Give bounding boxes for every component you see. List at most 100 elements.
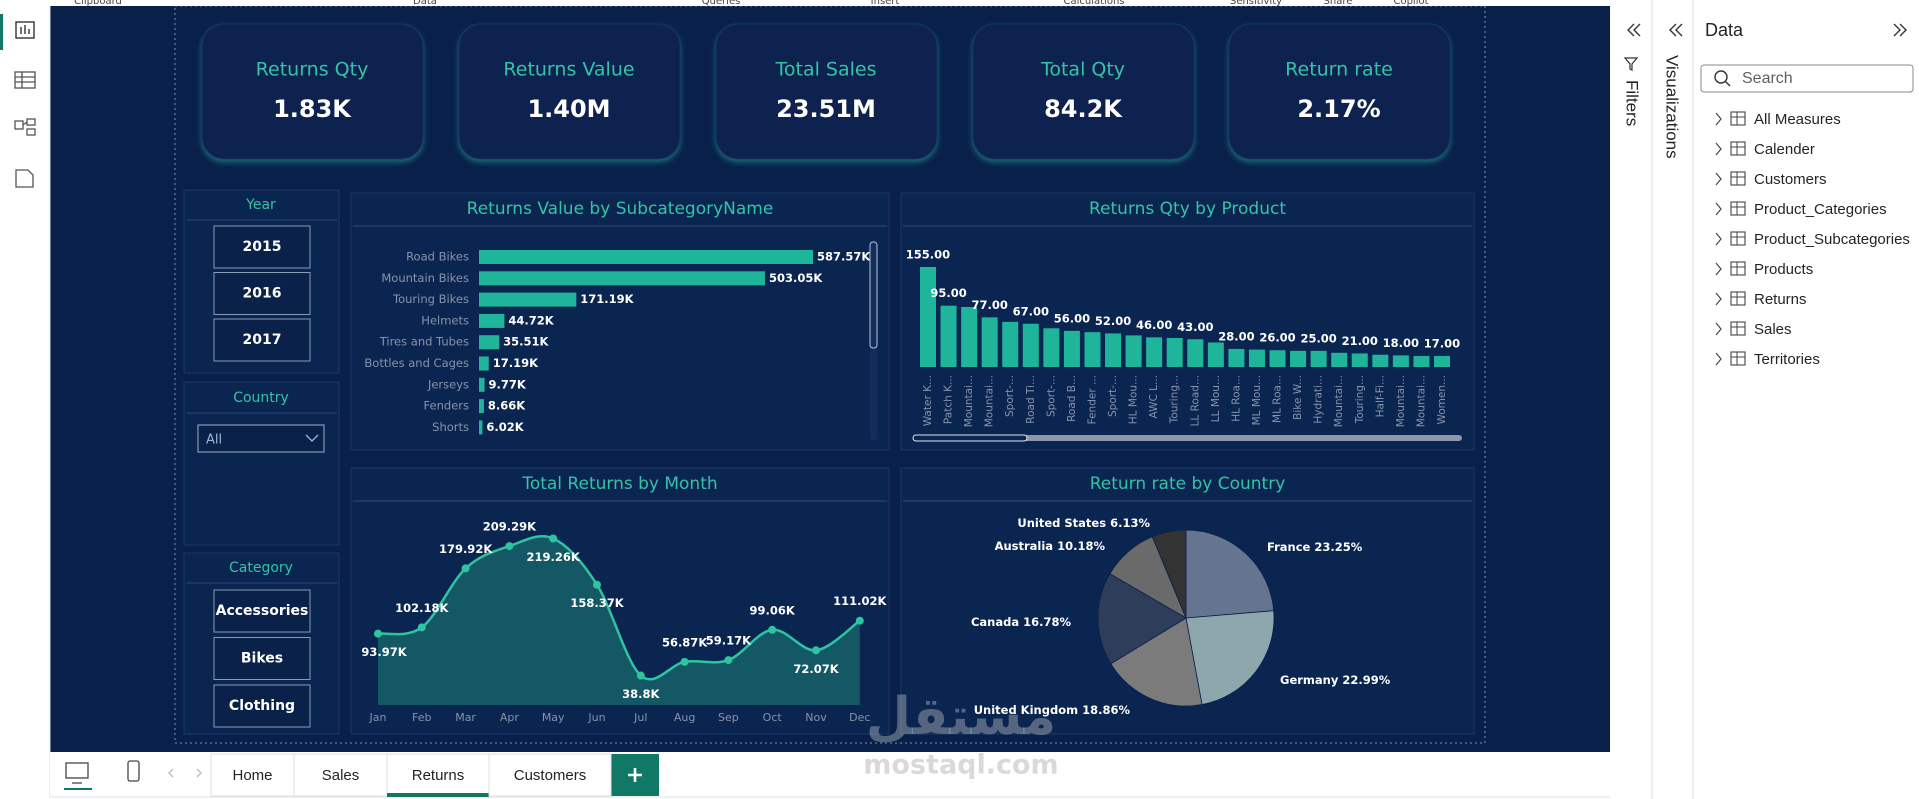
country-dropdown[interactable]: All	[197, 424, 325, 453]
ribbon-group-label: Insert	[871, 0, 900, 7]
table-view-icon[interactable]	[14, 71, 36, 89]
point	[812, 646, 820, 655]
data-table-item[interactable]: Customers	[1715, 171, 1827, 188]
area-fill	[378, 536, 860, 705]
data-table-name: All Measures	[1754, 111, 1841, 128]
visualizations-pane-title[interactable]: Visualizations	[1663, 55, 1682, 159]
dropdown-box[interactable]	[197, 424, 325, 453]
slicer-button-bg[interactable]	[213, 225, 311, 269]
scrollbar-thumb	[869, 241, 878, 349]
kpi-title: Returns Value	[503, 59, 634, 81]
x-tick-label: HL Roa...	[1230, 375, 1242, 422]
ribbon-strip	[0, 0, 1919, 6]
kpi-title: Total Sales	[775, 59, 877, 81]
slicer-button-bg[interactable]	[213, 589, 311, 633]
active-tab-indicator	[387, 793, 489, 797]
point	[768, 625, 777, 634]
ribbon-group-label: Data	[413, 0, 437, 7]
data-label: 77.00	[971, 298, 1007, 312]
point	[593, 580, 601, 589]
kpi-value: 1.40M	[527, 95, 610, 123]
pie-slice	[1110, 617, 1203, 707]
collapse-visualizations-icon[interactable]	[1669, 23, 1683, 37]
slicer-button[interactable]: Clothing	[213, 684, 311, 728]
slicer-button[interactable]: Accessories	[213, 589, 311, 633]
data-table-item[interactable]: Calender	[1715, 141, 1815, 158]
mobile-layout-icon[interactable]	[127, 760, 140, 782]
slicer-button-label: 2015	[243, 239, 282, 255]
slicer-button[interactable]: 2016	[213, 272, 311, 315]
slice-value: 16.78%	[1023, 615, 1071, 629]
expand-data-icon[interactable]	[1893, 23, 1907, 37]
slicer-button-bg[interactable]	[213, 318, 311, 362]
table-icon	[1730, 171, 1746, 186]
search-box[interactable]: Search	[1700, 64, 1914, 93]
data-label: 503.05K	[769, 271, 823, 285]
kpi-card: Total Qty 84.2K	[972, 23, 1195, 160]
tab-scroll-left[interactable]	[168, 768, 174, 778]
dax-view-icon[interactable]	[15, 169, 34, 188]
y-tick-label: Shorts	[432, 420, 469, 434]
point	[724, 656, 733, 665]
slicer-button-bg[interactable]	[213, 637, 311, 680]
data-label: 25.00	[1300, 331, 1336, 345]
page-tab-bg[interactable]	[488, 753, 612, 797]
data-label: 44.72K	[508, 313, 554, 327]
page-tab[interactable]: Customers	[488, 753, 612, 797]
data-label: 6.02K	[486, 420, 524, 434]
data-table-name: Product_Subcategories	[1754, 231, 1910, 248]
slicer-button-bg[interactable]	[213, 272, 311, 315]
add-page-button[interactable]	[611, 754, 659, 796]
data-label: 93.97K	[361, 645, 407, 659]
data-label: 56.87K	[662, 635, 708, 649]
data-table-item[interactable]: Product_Categories	[1715, 201, 1887, 218]
data-label: 102.18K	[395, 601, 449, 615]
pie-slice	[1151, 529, 1187, 619]
page-tab[interactable]: Home	[210, 753, 295, 797]
data-table-item[interactable]: Product_Subcategories	[1715, 231, 1910, 248]
data-label: 99.06K	[750, 603, 796, 617]
page-tab[interactable]: Sales	[293, 753, 388, 797]
data-label: 155.00	[906, 248, 950, 262]
point	[680, 657, 689, 666]
data-label: 43.00	[1177, 320, 1213, 334]
filters-pane-title[interactable]: Filters	[1623, 80, 1642, 126]
x-tick-label: Fender ...	[1086, 375, 1098, 424]
data-table-item[interactable]: All Measures	[1715, 111, 1841, 128]
report-view-icon[interactable]	[15, 21, 35, 39]
page-tab-label: Sales	[322, 767, 360, 784]
collapse-filters-icon[interactable]	[1627, 23, 1641, 37]
page-tab-label: Home	[232, 767, 272, 784]
page-tab[interactable]: Returns	[386, 753, 490, 797]
slicer-button[interactable]: Bikes	[213, 637, 311, 680]
data-table-item[interactable]: Products	[1715, 261, 1813, 278]
data-table-item[interactable]: Sales	[1715, 321, 1792, 338]
slice-label: United Kingdom 18.86%	[974, 703, 1131, 717]
search-input[interactable]	[1700, 64, 1914, 93]
data-label: 52.00	[1095, 314, 1131, 328]
data-label: 59.17K	[706, 634, 752, 648]
desktop-layout-icon[interactable]	[65, 762, 89, 784]
page-tab-bg[interactable]	[210, 753, 295, 797]
kpi-value: 2.17%	[1297, 95, 1380, 123]
slicer-button[interactable]: 2017	[213, 318, 311, 362]
country-slicer	[183, 381, 340, 546]
tab-scroll-right[interactable]	[196, 768, 202, 778]
side-panes	[1610, 0, 1919, 799]
page-tab-label: Customers	[514, 767, 587, 784]
ribbon-group-label: Share	[1324, 0, 1353, 7]
x-tick-label: Road B...	[1066, 375, 1078, 422]
point	[374, 629, 382, 638]
x-tick-label: Sport-...	[1045, 375, 1057, 417]
x-tick-label: Patch K...	[943, 375, 955, 424]
slicer-button-bg[interactable]	[213, 684, 311, 728]
slicer-button[interactable]: 2015	[213, 225, 311, 269]
x-tick-label: Dec	[849, 711, 870, 724]
x-tick-label: Mountai...	[963, 375, 975, 427]
data-table-item[interactable]: Territories	[1715, 351, 1820, 368]
model-view-icon[interactable]	[14, 118, 36, 136]
bar	[479, 313, 505, 328]
dropdown-value: All	[206, 433, 222, 448]
x-tick-label: Mar	[455, 711, 476, 724]
data-table-item[interactable]: Returns	[1715, 291, 1807, 308]
